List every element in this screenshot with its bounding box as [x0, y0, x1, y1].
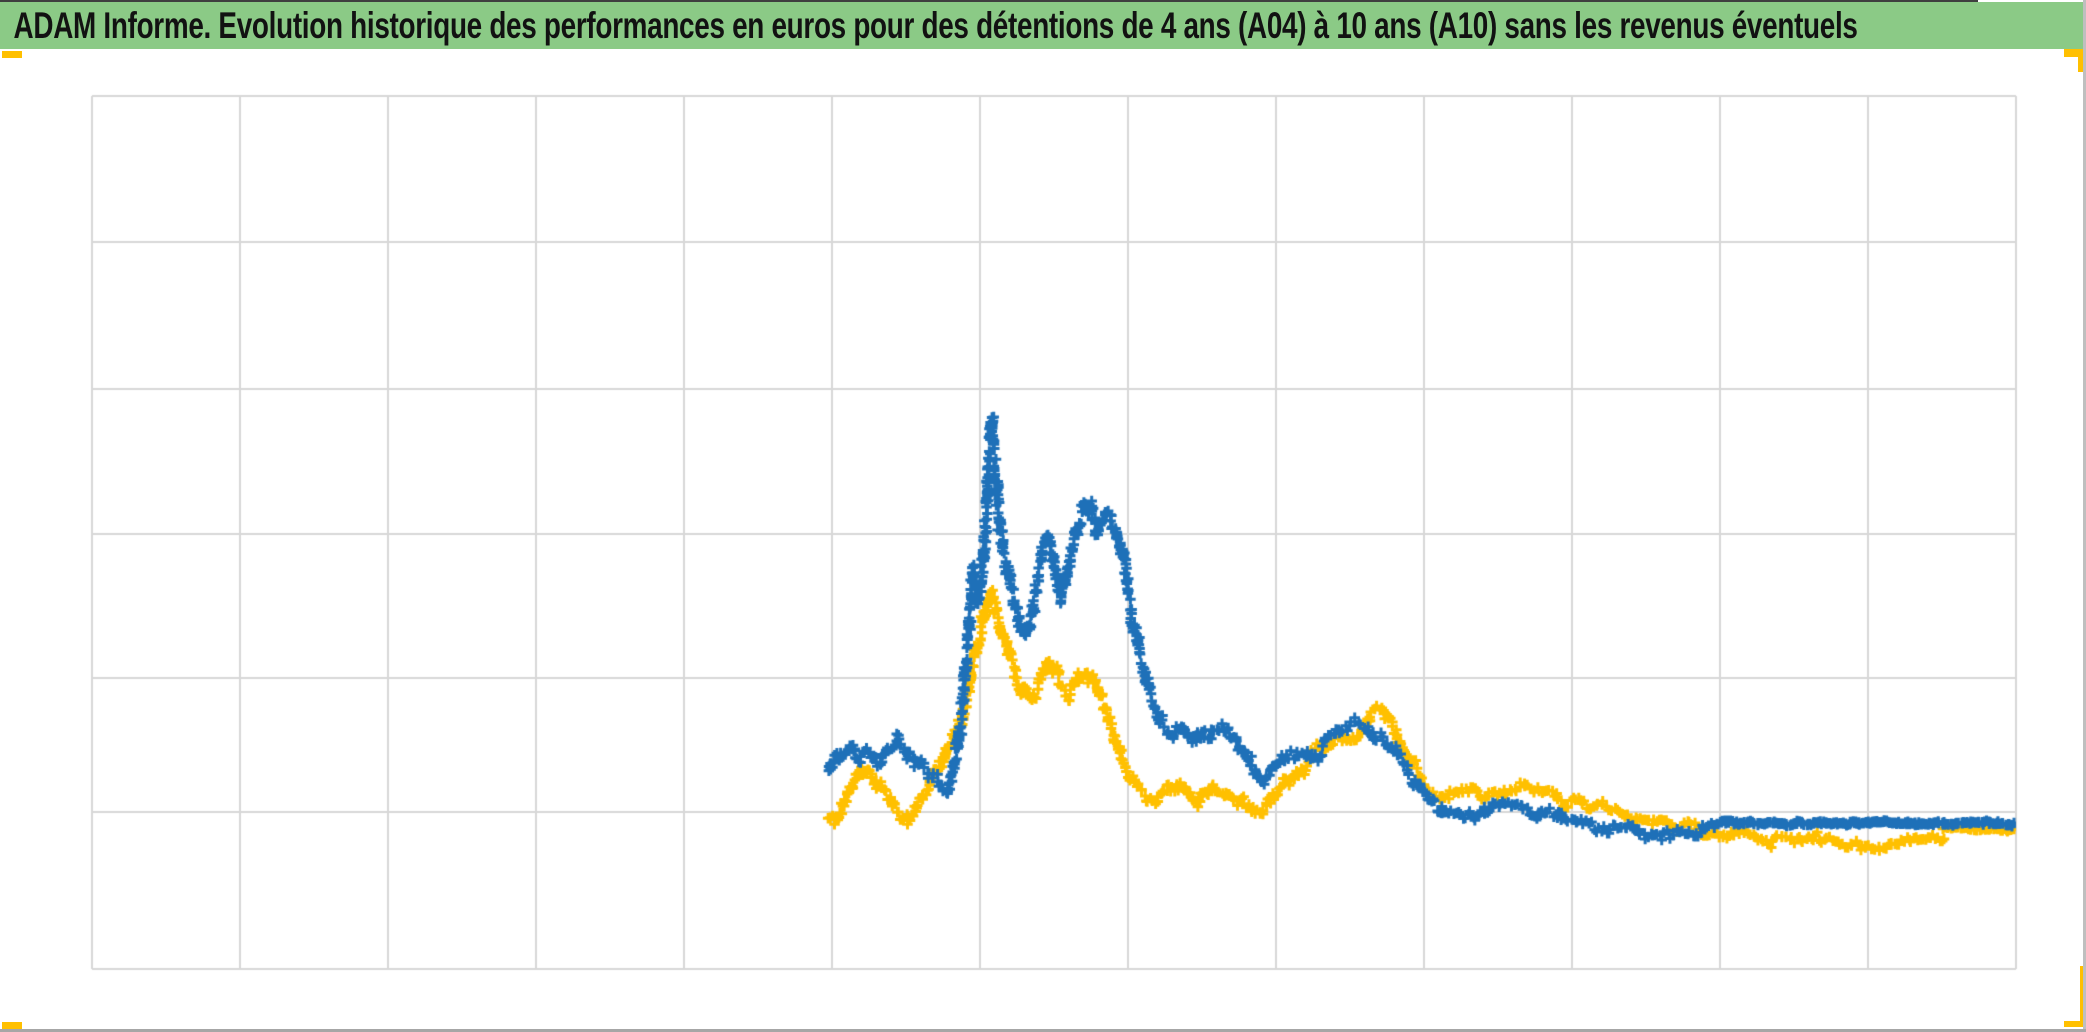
accent-top-right-horizontal [2064, 49, 2086, 57]
window-top-border [0, 0, 1978, 2]
accent-bottom-right-horizontal [2064, 1021, 2086, 1027]
page-title: ADAM Informe. Evolution historique des p… [13, 5, 1858, 46]
accent-bottom-left [2, 1022, 22, 1029]
window-right-border [2083, 0, 2086, 1032]
window-bottom-border [0, 1029, 2086, 1032]
accent-top-right-vertical [2078, 49, 2086, 72]
accent-top-left [2, 51, 22, 58]
slide-title-bar: ADAM Informe. Evolution historique des p… [0, 2, 2083, 49]
